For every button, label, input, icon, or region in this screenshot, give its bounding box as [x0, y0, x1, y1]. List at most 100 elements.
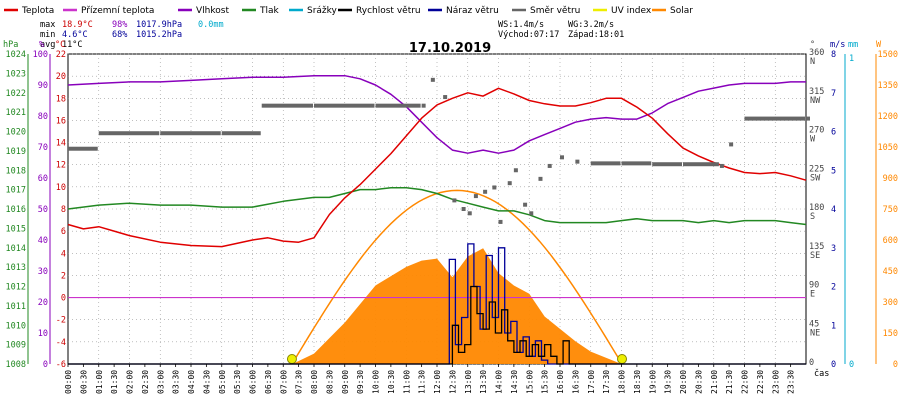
hpa-tick: 1010 — [6, 321, 26, 331]
w-tick: 300 — [883, 298, 898, 308]
pct-tick: 10 — [38, 329, 48, 339]
x-tick: 19:00 — [648, 370, 657, 394]
w-tick: 450 — [883, 267, 898, 277]
x-tick: 10:30 — [387, 370, 396, 394]
pct-tick: 0 — [43, 360, 48, 370]
humidity-line — [67, 74, 806, 154]
stats-max-label: max — [40, 20, 55, 30]
x-tick: 05:00 — [218, 370, 227, 394]
legend-label-1: Přízemní teplota — [81, 6, 154, 16]
x-tick: 20:30 — [694, 370, 703, 394]
x-tick: 20:00 — [679, 370, 688, 394]
stats-min-press: 1015.2hPa — [136, 30, 182, 40]
hpa-tick: 1016 — [6, 205, 26, 215]
pressure-line — [67, 186, 807, 226]
pct-tick: 70 — [38, 143, 48, 153]
x-tick: 16:30 — [571, 370, 580, 394]
x-tick: 00:00 — [64, 370, 73, 394]
wind-direction-point — [483, 189, 488, 194]
hpa-tick: 1014 — [6, 244, 26, 254]
wind-direction-point — [473, 194, 478, 199]
x-tick: 02:30 — [141, 370, 150, 394]
x-tick: 09:00 — [341, 370, 350, 394]
chart-title: 17.10.2019 — [409, 41, 491, 56]
w-tick: 150 — [883, 329, 898, 339]
ms-tick: 2 — [831, 283, 836, 293]
wind-direction-point — [461, 207, 466, 211]
wind-direction-point — [421, 103, 426, 108]
wind-direction-point — [538, 176, 543, 181]
compass-tick: E — [810, 290, 815, 300]
deg-tick: 315 — [809, 87, 824, 97]
x-tick: 14:30 — [510, 370, 519, 394]
hpa-tick: 1012 — [6, 283, 26, 293]
w-tick: 1050 — [878, 143, 898, 153]
x-tick: 04:30 — [202, 370, 211, 394]
x-tick: 09:30 — [356, 370, 365, 394]
c-tick: -4 — [56, 338, 66, 348]
hpa-tick: 1011 — [6, 302, 26, 312]
wind-direction-point — [261, 103, 313, 108]
wind-direction-point — [430, 77, 435, 82]
x-tick: 13:00 — [464, 370, 473, 394]
x-tick: 10:00 — [372, 370, 381, 394]
x-tick: 22:00 — [741, 370, 750, 394]
x-tick: 17:00 — [587, 370, 596, 394]
x-tick: 21:30 — [725, 370, 734, 394]
c-tick: 4 — [61, 249, 66, 259]
x-tick: 16:00 — [556, 370, 565, 394]
compass-tick: NW — [810, 96, 821, 106]
deg-tick: 135 — [809, 242, 824, 252]
wind-speed-line — [68, 285, 806, 365]
w-tick: 750 — [883, 205, 898, 215]
c-tick: 20 — [56, 72, 66, 82]
x-tick: 07:30 — [295, 370, 304, 394]
sunset-marker — [617, 354, 628, 364]
w-tick: 900 — [883, 174, 898, 184]
mm-tick: 1 — [849, 54, 854, 64]
compass-tick: NE — [810, 328, 820, 338]
c-tick: 16 — [56, 116, 66, 126]
x-tick: 06:00 — [249, 370, 258, 394]
c-tick: 18 — [56, 94, 66, 104]
x-tick: 08:30 — [325, 370, 334, 394]
hpa-tick: 1008 — [6, 360, 26, 370]
stats-max-hum: 98% — [112, 20, 127, 30]
c-tick: 8 — [61, 205, 66, 215]
stats-wind-speed: WS:1.4m/s — [498, 20, 544, 30]
stats-sunrise: Východ:07:17 — [498, 30, 559, 40]
stats-avg-temp: 11°C — [62, 40, 82, 50]
hpa-tick: 1022 — [6, 89, 26, 99]
x-tick: 05:30 — [233, 370, 242, 394]
legend-label-0: Teplota — [21, 6, 54, 16]
x-tick: 08:00 — [310, 370, 319, 394]
stats-avg-label: avg — [40, 40, 55, 50]
legend-label-7: Směr větru — [530, 6, 580, 16]
x-tick: 22:30 — [756, 370, 765, 394]
axes: hPa% °C1024102310221021102010191018101710… — [3, 40, 898, 394]
wind-direction-point — [523, 202, 528, 207]
pct-tick: 30 — [38, 267, 48, 277]
c-unit: °C — [55, 40, 65, 50]
x-tick: 21:00 — [710, 370, 719, 394]
w-unit: W — [876, 40, 882, 50]
x-tick: 01:00 — [95, 370, 104, 394]
hpa-tick: 1018 — [6, 166, 26, 176]
ms-tick: 7 — [831, 89, 836, 99]
wind-direction-point — [513, 168, 518, 173]
legend-label-9: Solar — [670, 6, 693, 16]
x-tick: 04:00 — [187, 370, 196, 394]
c-tick: 12 — [56, 161, 66, 171]
deg-tick: 180 — [809, 203, 824, 213]
wind-gust-line — [68, 243, 806, 365]
hpa-tick: 1021 — [6, 108, 26, 118]
x-tick: 15:30 — [541, 370, 550, 394]
wind-direction-point — [575, 159, 580, 164]
solar-theoretical-curve — [291, 189, 623, 365]
mm-unit: mm — [848, 40, 858, 50]
compass-tick: SW — [810, 173, 821, 183]
wind-direction-point — [806, 116, 810, 121]
x-tick: 03:30 — [172, 370, 181, 394]
stats-min-hum: 68% — [112, 30, 127, 40]
x-tick: 07:00 — [279, 370, 288, 394]
